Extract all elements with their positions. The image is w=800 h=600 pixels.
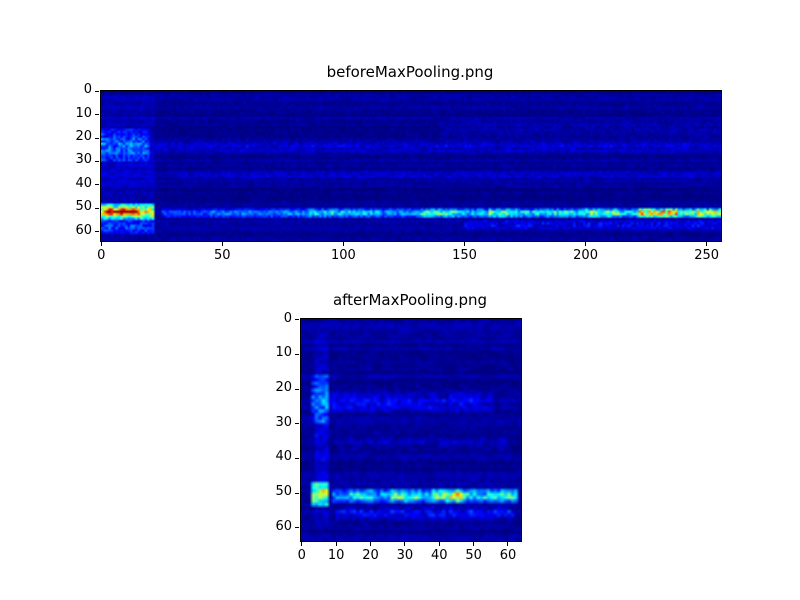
y-tick-label: 60: [75, 222, 92, 238]
y-tick-mark: [95, 160, 99, 162]
x-tick-mark: [369, 542, 371, 546]
x-tick-mark: [706, 242, 708, 246]
y-tick-mark: [95, 231, 99, 233]
y-tick-mark: [95, 207, 99, 209]
y-tick-label: 40: [275, 449, 292, 465]
x-tick-label: 40: [430, 548, 448, 563]
y-tick-mark: [95, 137, 99, 139]
x-tick-mark: [438, 542, 440, 546]
y-tick-mark: [295, 492, 299, 494]
x-tick-label: 250: [694, 248, 720, 263]
x-tick-mark: [100, 242, 102, 246]
x-tick-mark: [221, 242, 223, 246]
y-tick-label: 50: [275, 484, 292, 500]
x-tick-mark: [585, 242, 587, 246]
x-tick-mark: [404, 542, 406, 546]
y-tick-label: 30: [75, 152, 92, 168]
x-tick-label: 200: [573, 248, 598, 263]
x-tick-label: 60: [499, 548, 517, 563]
y-tick-label: 10: [75, 105, 92, 121]
x-tick-label: 30: [396, 548, 414, 563]
plot-title-before: beforeMaxPooling.png: [326, 63, 494, 81]
y-tick-mark: [95, 184, 99, 186]
y-tick-mark: [95, 90, 99, 92]
heatmap-canvas-after: [301, 319, 521, 541]
y-tick-mark: [295, 353, 299, 355]
heatmap-canvas-before: [101, 91, 721, 241]
y-tick-label: 20: [75, 129, 92, 145]
x-tick-mark: [463, 242, 465, 246]
y-tick-label: 30: [275, 414, 292, 430]
y-tick-label: 0: [283, 310, 292, 326]
x-tick-mark: [342, 242, 344, 246]
x-tick-mark: [335, 542, 337, 546]
y-tick-label: 50: [75, 199, 92, 215]
x-tick-label: 10: [327, 548, 345, 563]
x-tick-label: 50: [214, 248, 231, 263]
y-tick-mark: [295, 423, 299, 425]
y-tick-label: 10: [275, 345, 292, 361]
y-tick-mark: [295, 388, 299, 390]
plot-title-after: afterMaxPooling.png: [332, 291, 488, 309]
y-tick-label: 0: [83, 82, 92, 98]
y-tick-mark: [295, 527, 299, 529]
y-tick-label: 40: [75, 175, 92, 191]
axes-frame-after: [300, 318, 522, 542]
x-tick-label: 100: [330, 248, 356, 263]
y-tick-label: 60: [275, 518, 292, 534]
x-tick-label: 50: [465, 548, 482, 563]
y-tick-label: 20: [275, 380, 292, 396]
y-tick-mark: [95, 114, 99, 116]
y-tick-mark: [295, 457, 299, 459]
x-tick-mark: [507, 542, 509, 546]
y-tick-mark: [295, 319, 299, 321]
x-tick-mark: [473, 542, 475, 546]
x-tick-label: 20: [362, 548, 379, 563]
x-tick-label: 0: [297, 548, 306, 563]
x-tick-mark: [301, 542, 303, 546]
axes-frame-before: [100, 90, 722, 242]
x-tick-label: 150: [452, 248, 477, 263]
x-tick-label: 0: [97, 248, 106, 263]
